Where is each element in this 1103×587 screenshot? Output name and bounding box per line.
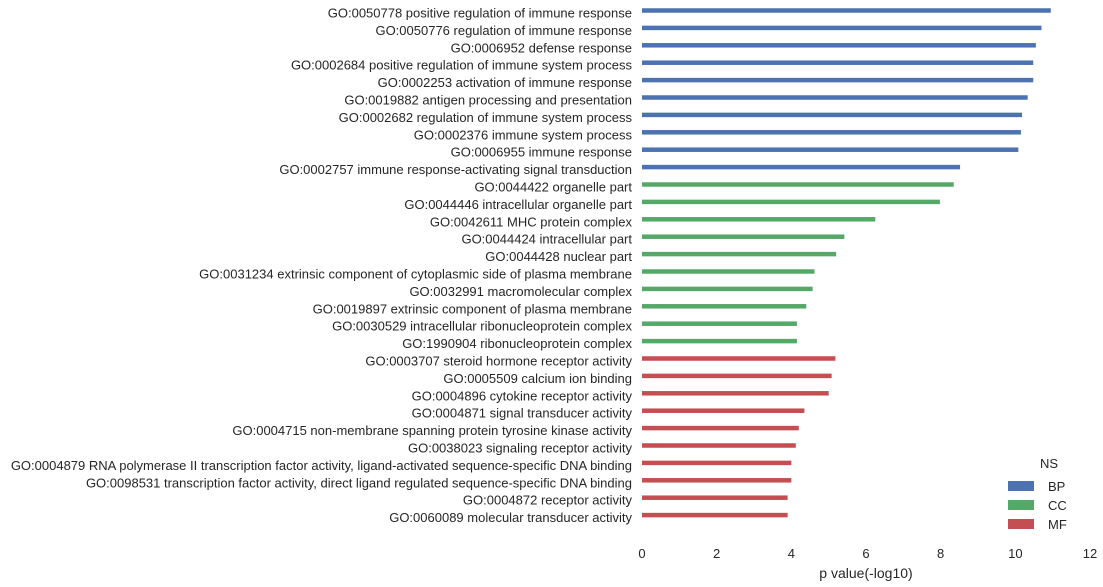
category-label: GO:1990904 ribonucleoprotein complex (402, 336, 632, 351)
category-label: GO:0060089 molecular transducer activity (389, 510, 632, 525)
bar-mf (642, 425, 799, 431)
x-axis-title: p value(-log10) (819, 565, 912, 581)
bar-cc (642, 217, 876, 222)
bar-mf (642, 373, 832, 379)
bar-bp (642, 164, 961, 170)
x-axis: 0 2 4 6 8 10 12 (638, 546, 1097, 561)
legend-swatch-mf (1008, 519, 1034, 529)
bar-cc (642, 321, 797, 326)
category-label: GO:0044428 nuclear part (485, 249, 632, 264)
category-label: GO:0044446 intracellular organelle part (404, 197, 632, 212)
bar-mf (642, 443, 796, 448)
bar-bp (642, 147, 1019, 152)
category-label: GO:0032991 macromolecular complex (409, 284, 632, 299)
bar-bp (642, 95, 1028, 100)
category-label: GO:0004872 receptor activity (463, 493, 633, 508)
category-label: GO:0042611 MHC protein complex (430, 214, 633, 229)
bar-mf (642, 391, 829, 396)
x-tick-label: 10 (1008, 546, 1022, 561)
bar-bp (642, 77, 1034, 83)
bar-mf (642, 495, 788, 500)
category-label: GO:0004715 non-membrane spanning protein… (232, 423, 632, 438)
bar-mf (642, 356, 836, 361)
category-label: GO:0044422 organelle part (474, 180, 632, 195)
bar-bp (642, 8, 1051, 13)
category-label: GO:0019882 antigen processing and presen… (344, 93, 632, 108)
bar-cc (642, 286, 813, 292)
x-tick-label: 8 (937, 546, 944, 561)
category-label: GO:0019897 extrinsic component of plasma… (313, 301, 632, 316)
legend-swatch-cc (1008, 500, 1034, 510)
category-label: GO:0003707 steroid hormone receptor acti… (365, 354, 632, 369)
category-label: GO:0050778 positive regulation of immune… (328, 6, 632, 21)
bar-bp (642, 25, 1042, 31)
category-label: GO:0002376 immune system process (414, 127, 633, 142)
bar-cc (642, 338, 797, 344)
category-label: GO:0004879 RNA polymerase II transcripti… (11, 458, 632, 473)
bar-cc (642, 269, 815, 274)
bar-mf (642, 460, 792, 466)
bar-cc (642, 182, 954, 187)
category-label: GO:0002253 activation of immune response (378, 75, 632, 90)
category-label: GO:0002684 positive regulation of immune… (291, 58, 633, 73)
category-label: GO:0038023 signaling receptor activity (408, 441, 633, 456)
x-tick-label: 12 (1083, 546, 1097, 561)
category-label: GO:0044424 intracellular part (461, 232, 632, 247)
bar-cc (642, 199, 940, 205)
bar-mf (642, 512, 788, 518)
category-label: GO:0050776 regulation of immune response (375, 23, 632, 38)
category-label: GO:0004871 signal transducer activity (412, 406, 633, 421)
category-label: GO:0004896 cytokine receptor activity (412, 388, 633, 403)
bar-bp (642, 60, 1034, 65)
bar-cc (642, 251, 837, 257)
bar-bp (642, 43, 1036, 48)
x-tick-label: 2 (713, 546, 720, 561)
legend-swatch-bp (1008, 481, 1034, 491)
x-tick-label: 6 (862, 546, 869, 561)
category-label: GO:0030529 intracellular ribonucleoprote… (332, 319, 632, 334)
bar-mf (642, 408, 805, 413)
legend-title: NS (1040, 456, 1058, 471)
category-label: GO:0006955 immune response (451, 145, 632, 160)
category-label: GO:0005509 calcium ion binding (443, 371, 632, 386)
x-tick-label: 4 (788, 546, 795, 561)
category-label: GO:0006952 defense response (451, 40, 632, 55)
category-label: GO:0002682 regulation of immune system p… (339, 110, 633, 125)
bar-bp (642, 130, 1021, 135)
category-label: GO:0031234 extrinsic component of cytopl… (199, 267, 632, 282)
bars-layer (642, 8, 1051, 518)
bar-cc (642, 304, 807, 309)
category-label: GO:0002757 immune response-activating si… (279, 162, 632, 177)
legend-label-cc: CC (1048, 498, 1067, 513)
legend: NS BP CC MF (1008, 456, 1067, 532)
bar-mf (642, 478, 792, 483)
x-tick-label: 0 (638, 546, 645, 561)
legend-label-bp: BP (1048, 479, 1065, 494)
category-label: GO:0098531 transcription factor activity… (86, 475, 632, 490)
bar-cc (642, 234, 845, 239)
category-labels: GO:0050778 positive regulation of immune… (11, 6, 633, 526)
bar-bp (642, 112, 1023, 118)
legend-label-mf: MF (1048, 517, 1067, 532)
